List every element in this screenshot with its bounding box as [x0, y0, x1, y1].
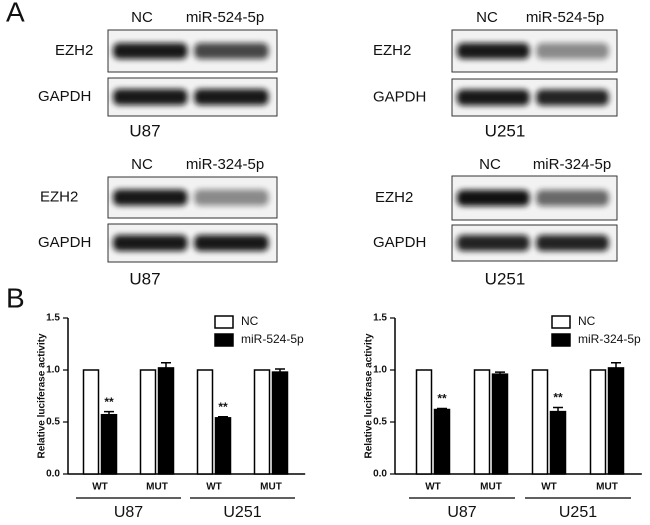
bar	[415, 369, 433, 475]
band	[456, 235, 530, 251]
band	[194, 235, 269, 251]
lane-label: NC	[131, 9, 153, 26]
row-label: GAPDH	[373, 88, 426, 105]
band	[536, 43, 609, 59]
bar	[589, 369, 607, 475]
significance: **	[104, 395, 114, 409]
significance: **	[553, 391, 563, 405]
group-label: U251	[223, 504, 261, 521]
cell-line-label: U87	[129, 269, 160, 288]
band	[194, 43, 269, 59]
y-axis-label: Relative luciferase activity	[37, 333, 48, 459]
panel-label: B	[6, 282, 25, 313]
band	[113, 43, 188, 59]
band	[536, 89, 609, 106]
bar	[491, 373, 509, 475]
bar	[214, 417, 232, 475]
legend-label: NC	[578, 314, 596, 328]
bar	[196, 369, 214, 475]
y-tick-label: 0.5	[373, 417, 387, 428]
bar	[82, 369, 100, 475]
lane-label: NC	[476, 9, 498, 26]
y-tick-label: 0.0	[46, 469, 60, 480]
lane-label: miR-524-5p	[186, 9, 264, 26]
band	[194, 89, 269, 105]
legend-swatch	[551, 315, 571, 329]
bar	[607, 367, 625, 475]
band	[536, 190, 609, 206]
error-bar	[161, 361, 171, 368]
x-tick-label: MUT	[260, 482, 282, 493]
band	[456, 89, 530, 106]
error-bar	[495, 371, 505, 375]
bar	[433, 408, 451, 475]
row-label: GAPDH	[373, 234, 426, 251]
lane-label: NC	[131, 156, 153, 173]
significance: **	[218, 400, 228, 414]
band	[536, 235, 609, 251]
x-tick-label: MUT	[146, 482, 168, 493]
cell-line-label: U87	[129, 121, 160, 140]
row-label: EZH2	[373, 42, 411, 59]
cell-line-label: U251	[485, 121, 526, 140]
bar	[473, 369, 491, 475]
lane-label: NC	[479, 156, 501, 173]
error-bar	[611, 361, 621, 368]
panel-label: A	[6, 0, 25, 27]
row-label: EZH2	[40, 188, 78, 205]
y-tick-label: 1.0	[373, 365, 387, 376]
y-tick-label: 0.0	[373, 469, 387, 480]
bar	[157, 367, 175, 475]
error-bar	[437, 407, 447, 410]
group-label: U87	[447, 504, 476, 521]
legend-label: NC	[241, 314, 259, 328]
x-tick-label: MUT	[480, 482, 502, 493]
y-tick-label: 0.5	[46, 417, 60, 428]
legend-swatch	[214, 333, 234, 347]
lane-label: miR-324-5p	[533, 156, 611, 173]
error-bar	[218, 416, 228, 418]
y-tick-label: 1.5	[46, 313, 60, 324]
bar	[100, 413, 118, 475]
y-tick-label: 1.0	[46, 365, 60, 376]
band	[113, 235, 188, 251]
bar	[531, 369, 549, 475]
bar	[253, 369, 271, 475]
y-tick-label: 1.5	[373, 313, 387, 324]
x-tick-label: WT	[425, 482, 441, 493]
error-bar	[553, 406, 563, 412]
row-label: EZH2	[375, 189, 413, 206]
group-label: U87	[114, 504, 143, 521]
cell-line-label: U251	[485, 269, 526, 288]
legend-swatch	[214, 315, 234, 329]
lane-label: miR-524-5p	[526, 9, 604, 26]
x-tick-label: MUT	[596, 482, 618, 493]
significance: **	[437, 392, 447, 406]
x-tick-label: WT	[92, 482, 108, 493]
legend-swatch	[551, 333, 571, 347]
x-tick-label: WT	[541, 482, 557, 493]
row-label: GAPDH	[38, 234, 91, 251]
y-axis-label: Relative luciferase activity	[364, 333, 375, 459]
band	[194, 189, 269, 206]
error-bar	[104, 410, 114, 415]
group-label: U251	[559, 504, 597, 521]
bar	[139, 369, 157, 475]
band	[113, 89, 188, 105]
legend-label: miR-324-5p	[578, 332, 641, 346]
band	[113, 189, 188, 206]
legend-label: miR-524-5p	[241, 332, 304, 346]
error-bar	[275, 368, 285, 373]
row-label: EZH2	[55, 42, 93, 59]
bar	[549, 410, 567, 475]
x-tick-label: WT	[206, 482, 222, 493]
bar	[271, 371, 289, 475]
band	[456, 190, 530, 206]
row-label: GAPDH	[38, 88, 91, 105]
lane-label: miR-324-5p	[186, 156, 264, 173]
band	[456, 43, 530, 59]
